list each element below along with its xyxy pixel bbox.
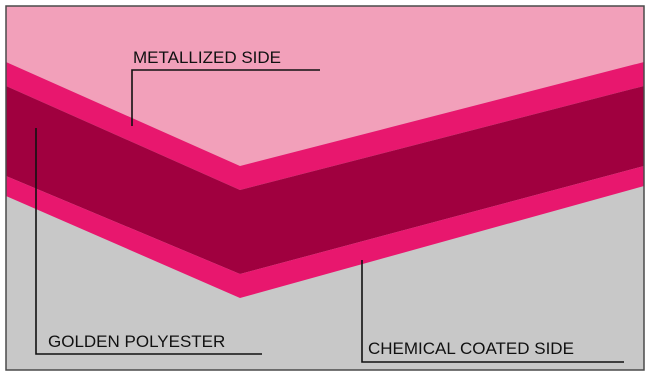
label-chemical-coated-side: CHEMICAL COATED SIDE: [368, 339, 574, 358]
golden-polyester-layer: [6, 86, 644, 274]
leader-golden-polyester: [35, 128, 262, 355]
leader-chemical-coated-side: [361, 260, 624, 363]
label-metallized-side: METALLIZED SIDE: [133, 48, 281, 67]
upper-pink-region: [6, 6, 644, 166]
leader-metallized-side: [131, 69, 320, 126]
diagram-frame: [5, 5, 645, 371]
label-golden-polyester: GOLDEN POLYESTER: [48, 332, 225, 351]
chemical-coated-layer: [6, 166, 644, 298]
metallized-layer: [6, 62, 644, 190]
